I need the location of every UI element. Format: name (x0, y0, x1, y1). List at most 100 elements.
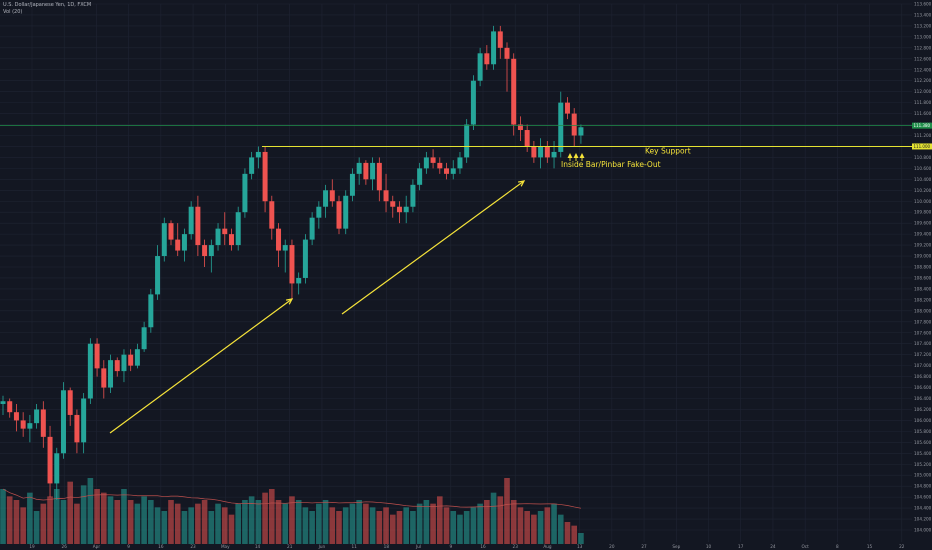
price-axis[interactable]: 113.600 113.400 113.200 113.000 112.800 112.6… (912, 0, 932, 550)
candle-body (269, 201, 275, 229)
volume-bar (215, 503, 221, 544)
candle-body (309, 217, 315, 240)
price-tick-label: 107.000 (914, 363, 932, 368)
volume-bar (450, 511, 457, 544)
volume-bar (168, 500, 174, 544)
time-tick-label: 22 (899, 544, 905, 549)
candle-body (13, 412, 19, 421)
volume-bar (356, 500, 362, 544)
time-tick-label: 27 (641, 544, 647, 549)
candle-body (222, 228, 228, 235)
volume-bar (181, 511, 188, 544)
candle-body (161, 223, 167, 257)
volume-bar (517, 507, 524, 544)
trend-arrow-2 (341, 180, 525, 315)
candle-body (356, 162, 362, 174)
volume-bar (457, 514, 463, 544)
candle-body (578, 127, 584, 136)
candle-body (121, 354, 127, 372)
time-tick-label: 23 (190, 544, 196, 549)
time-tick-label: May (221, 544, 230, 549)
candle-body (296, 277, 302, 284)
symbol-legend[interactable]: U.S. Dollar/Japanese Yen, 1D, FXCM (3, 2, 92, 8)
price-tick-label: 109.800 (914, 210, 932, 215)
volume-bar (336, 511, 342, 544)
candle-body (396, 206, 402, 213)
candle-body (249, 157, 255, 174)
volume-bar (134, 503, 141, 544)
signal-arrow (567, 153, 573, 158)
volume-bar (571, 525, 577, 544)
candle-body (134, 349, 140, 366)
time-tick-label: 13 (577, 544, 583, 549)
candle-body (403, 206, 409, 213)
volume-bar (302, 507, 309, 544)
candle-body (7, 401, 13, 413)
candle-body (571, 113, 577, 136)
volume-bar (423, 500, 430, 544)
candle-body (491, 31, 497, 65)
volume-bar (94, 489, 100, 544)
price-tick-label: 105.600 (914, 440, 932, 445)
price-tick-label: 106.800 (914, 374, 932, 379)
price-tick-label: 109.600 (914, 221, 932, 226)
volume-bar (74, 503, 80, 544)
price-tick-label: 112.000 (914, 89, 932, 94)
candle-body (376, 162, 382, 191)
candle-body (423, 157, 429, 169)
price-tick-label: 107.400 (914, 341, 932, 346)
volume-legend[interactable]: Vol (20) (3, 9, 23, 15)
volume-bar (188, 507, 194, 544)
price-axis-bg (912, 0, 932, 550)
price-tick-label: 104.800 (914, 484, 932, 489)
time-tick-label: 9 (449, 544, 452, 549)
time-tick-label: 18 (384, 544, 390, 549)
candle-body (370, 162, 376, 180)
time-tick-label: 24 (770, 544, 776, 549)
candle-body (316, 206, 322, 218)
time-tick-label: 10 (706, 544, 712, 549)
price-tick-label: 108.400 (914, 286, 932, 291)
price-tick-label: 108.800 (914, 265, 932, 270)
candle-body (464, 124, 470, 158)
time-axis[interactable]: 19 26 Apr 9 16 23 May 14 21 Jun 11 18 Jul 9 16 23 Aug 13 2… (29, 544, 904, 549)
candle-body (47, 436, 53, 484)
price-tick-label: 110.400 (914, 177, 932, 182)
candle-body (450, 168, 456, 174)
candle-body (215, 228, 221, 246)
price-tick-label: 111.600 (914, 111, 932, 116)
time-tick-label: 26 (62, 544, 68, 549)
candle-body (410, 184, 416, 207)
price-tick-label: 112.600 (914, 56, 932, 61)
price-tick-label: 110.000 (914, 199, 932, 204)
volume-bar (389, 514, 396, 544)
price-tick-label: 107.800 (914, 319, 932, 324)
chart-annotations: Key Support Inside Bar/Pinbar Fake-Out (561, 146, 691, 169)
candle-body (27, 423, 33, 429)
volume-bar (127, 500, 134, 544)
candle-body (383, 190, 389, 202)
volume-bar (114, 500, 121, 544)
price-tick-label: 108.600 (914, 275, 932, 280)
volume-bar (416, 503, 423, 544)
candle-body (188, 206, 194, 235)
volume-bar (510, 500, 517, 544)
candle-body (114, 360, 120, 372)
candle-body (276, 228, 282, 251)
volume-bar (376, 511, 383, 544)
price-tick-label: 113.200 (914, 23, 932, 28)
volume-bar (329, 507, 336, 544)
price-tick-label: 105.000 (914, 473, 932, 478)
candle-body (67, 390, 73, 415)
candle-body (544, 146, 550, 158)
price-tick-label: 110.600 (914, 166, 932, 171)
candle-body (511, 58, 517, 125)
volume-bar (228, 514, 235, 544)
volume-bar (443, 507, 450, 544)
price-tick-label: 109.200 (914, 243, 932, 248)
price-tick-label: 106.600 (914, 385, 932, 390)
chart-lines (0, 125, 912, 147)
time-tick-label: 16 (158, 544, 164, 549)
